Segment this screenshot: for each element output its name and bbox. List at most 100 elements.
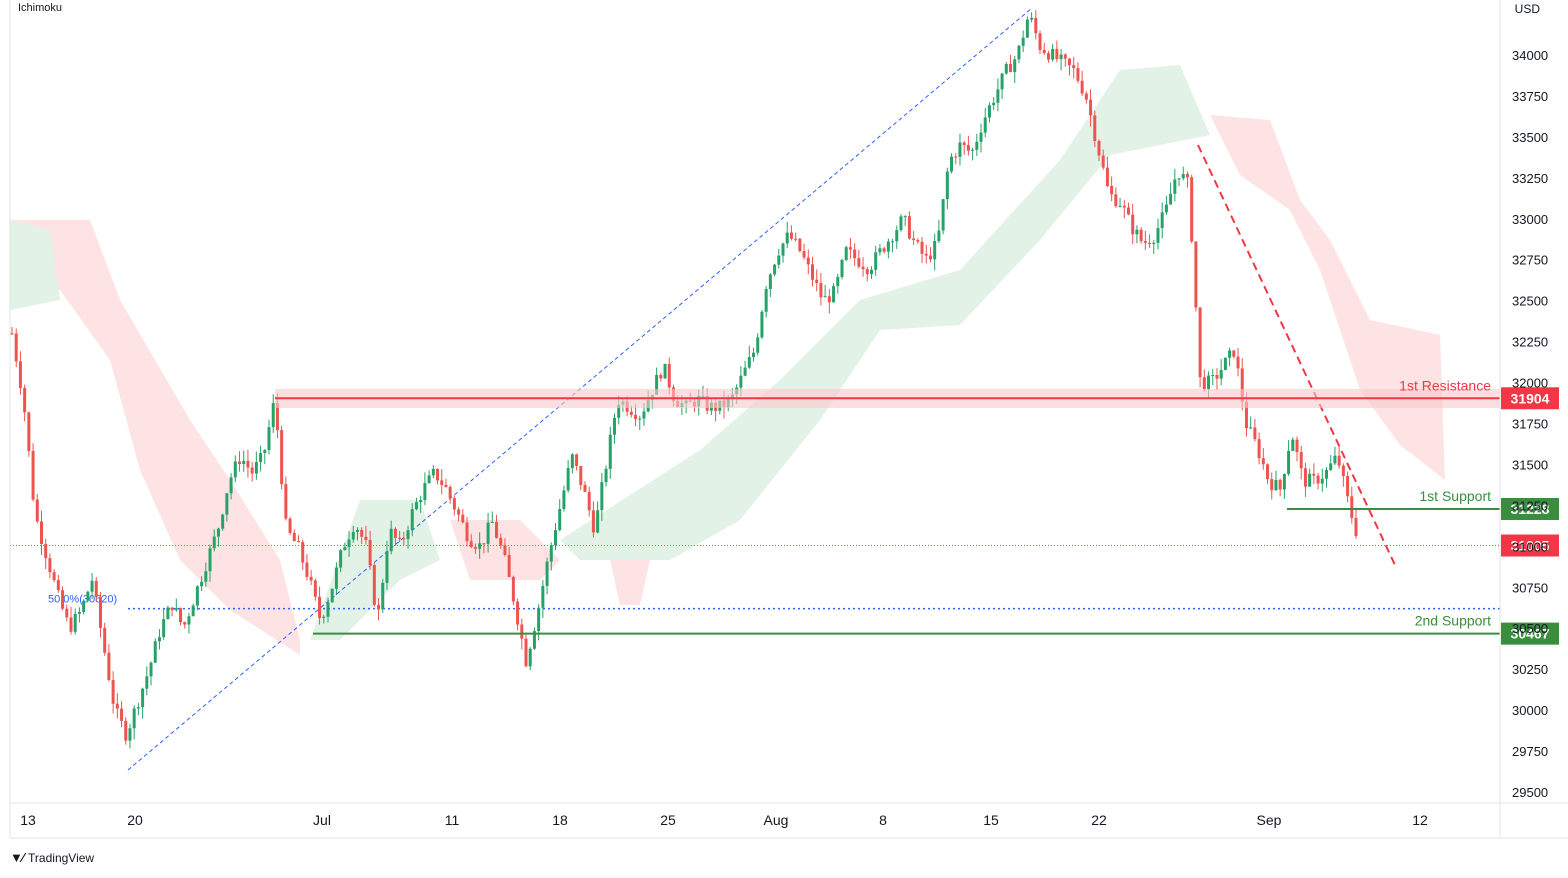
candle-body <box>271 403 275 428</box>
candle-body <box>1063 54 1067 59</box>
candle <box>924 244 928 264</box>
candle-body <box>789 232 793 239</box>
candle-body <box>94 580 98 597</box>
candle-body <box>853 249 857 259</box>
candle <box>141 687 145 719</box>
candle-body <box>381 582 385 610</box>
candle-body <box>655 375 659 395</box>
candle <box>1291 437 1295 451</box>
candle-body <box>1139 229 1143 242</box>
candle <box>532 627 536 650</box>
candle <box>1097 139 1101 161</box>
candle-body <box>794 238 798 240</box>
candle <box>364 525 368 545</box>
candle <box>238 451 242 472</box>
candle-body <box>1021 37 1025 46</box>
candle <box>267 419 271 455</box>
cloud-bear-1 <box>10 220 300 655</box>
candle-body <box>1346 476 1350 497</box>
candle-body <box>570 454 574 469</box>
candle-body <box>98 596 102 628</box>
candle-body <box>773 264 777 275</box>
candle-body <box>499 537 503 546</box>
x-tick-label: 15 <box>983 812 999 828</box>
y-tick-label: 34000 <box>1512 48 1548 63</box>
candle <box>604 465 608 487</box>
candle <box>1101 149 1105 170</box>
candle-body <box>819 282 823 298</box>
candle <box>309 570 313 586</box>
candle-body <box>903 216 907 218</box>
candle <box>263 449 267 465</box>
candle-body <box>326 602 330 617</box>
candle <box>773 263 777 277</box>
candle-body <box>815 279 819 283</box>
candle-body <box>739 375 743 388</box>
candle-body <box>174 608 178 611</box>
candle-body <box>1261 458 1265 465</box>
candle <box>14 328 18 368</box>
candle-body <box>170 607 174 611</box>
candle <box>313 578 317 601</box>
candle <box>427 470 431 485</box>
candle <box>1076 62 1080 84</box>
x-tick-label: 11 <box>445 812 460 828</box>
candle-body <box>608 434 612 469</box>
candle-body <box>1316 475 1320 484</box>
candle <box>254 451 258 480</box>
candle-body <box>486 522 490 544</box>
candle-body <box>259 453 263 463</box>
indicator-title: Ichimoku <box>18 2 63 14</box>
candle <box>1295 436 1299 462</box>
candle-body <box>448 487 452 499</box>
level-name-31228: 1st Support <box>1419 488 1491 504</box>
candle <box>322 614 326 624</box>
candle-body <box>891 241 895 243</box>
candle <box>933 233 937 271</box>
candle <box>191 603 195 617</box>
candle-body <box>1101 155 1105 168</box>
candle <box>216 527 220 547</box>
candle-body <box>1034 17 1038 34</box>
y-tick-label: 31500 <box>1512 457 1548 472</box>
candle <box>157 629 161 650</box>
candle <box>558 499 562 532</box>
candle <box>499 533 503 549</box>
candle-body <box>292 532 296 542</box>
candle <box>1055 40 1059 63</box>
candle <box>1219 359 1223 386</box>
candle <box>815 269 819 292</box>
candle <box>440 469 444 495</box>
y-tick-label: 30000 <box>1512 703 1548 718</box>
candle-body <box>596 510 600 533</box>
candle-body <box>124 720 128 741</box>
candle-body <box>1059 54 1063 60</box>
candle-body <box>495 521 499 538</box>
candle-body <box>242 460 246 465</box>
candle <box>1042 42 1046 55</box>
candle-body <box>296 541 300 543</box>
candle-body <box>56 580 60 591</box>
candle <box>86 590 90 602</box>
current-price-text: 31005 <box>1511 538 1550 554</box>
candle-body <box>1089 99 1093 116</box>
candle-body <box>1143 241 1147 243</box>
candle-body <box>31 451 35 500</box>
candle-body <box>221 514 225 529</box>
candle <box>1169 182 1173 205</box>
candle <box>760 309 764 340</box>
candle <box>1228 347 1232 367</box>
candle-body <box>377 604 381 610</box>
candle <box>457 507 461 522</box>
candle <box>1333 446 1337 465</box>
tradingview-logo-text: TradingView <box>28 850 95 865</box>
candle-body <box>844 247 848 260</box>
candle <box>853 243 857 266</box>
candle-body <box>1030 17 1034 20</box>
candle <box>18 351 22 395</box>
candle <box>1299 445 1303 480</box>
candle-body <box>764 288 768 312</box>
candle <box>1143 230 1147 250</box>
